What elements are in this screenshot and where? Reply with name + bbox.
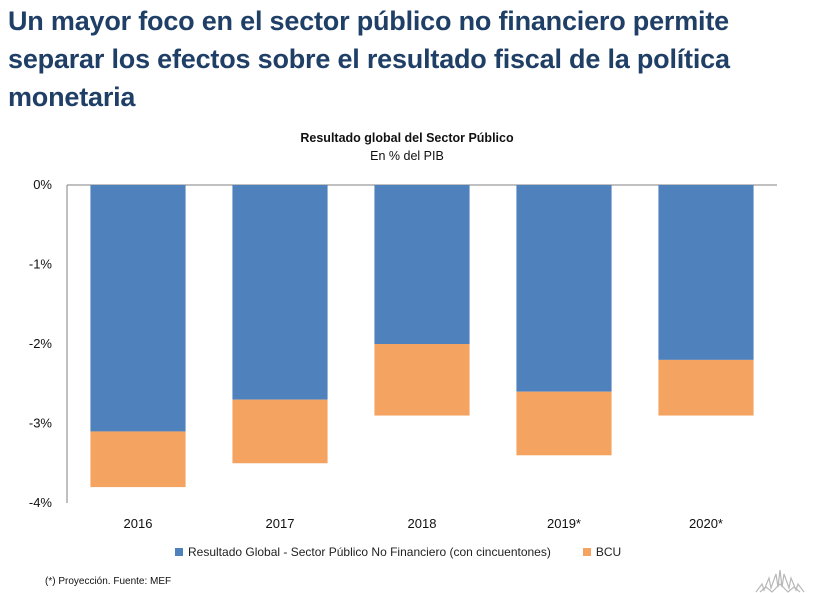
legend-label-bcu: BCU	[595, 545, 622, 559]
legend-item-spnf: Resultado Global - Sector Público No Fin…	[175, 545, 551, 559]
slide-headline: Un mayor foco en el sector público no fi…	[8, 6, 730, 112]
bar-spnf-2016	[90, 185, 186, 432]
x-tick-label: 2018	[408, 516, 437, 531]
bar-bcu-2019	[516, 391, 612, 456]
bar-spnf-2018	[374, 185, 470, 344]
legend-label-spnf: Resultado Global - Sector Público No Fin…	[188, 545, 551, 559]
y-tick-label: -2%	[29, 336, 53, 351]
bar-bcu-2020	[658, 359, 754, 416]
legend-swatch-spnf	[175, 548, 183, 556]
y-tick-label: -3%	[29, 416, 53, 431]
x-tick-label: 2016	[124, 516, 153, 531]
legend-item-bcu: BCU	[582, 545, 622, 559]
bar-spnf-2019	[516, 185, 612, 392]
x-tick-label: 2020*	[689, 516, 723, 531]
bar-bcu-2016	[90, 431, 186, 488]
chart-subtitle: En % del PIB	[370, 149, 444, 163]
y-tick-label: -1%	[29, 257, 53, 272]
chart-legend: Resultado Global - Sector Público No Fin…	[175, 545, 653, 559]
bar-spnf-2020	[658, 185, 754, 360]
bar-spnf-2017	[232, 185, 328, 400]
chart-title: Resultado global del Sector Público	[300, 131, 514, 145]
x-tick-label: 2019*	[547, 516, 581, 531]
bar-bcu-2018	[374, 344, 470, 416]
sun-emblem-icon	[755, 569, 805, 593]
legend-swatch-bcu	[582, 548, 591, 556]
y-tick-label: -4%	[29, 495, 53, 510]
x-tick-label: 2017	[266, 516, 295, 531]
y-tick-label: 0%	[33, 177, 52, 192]
bar-bcu-2017	[232, 399, 328, 464]
source-footnote: (*) Proyección. Fuente: MEF	[45, 576, 172, 587]
